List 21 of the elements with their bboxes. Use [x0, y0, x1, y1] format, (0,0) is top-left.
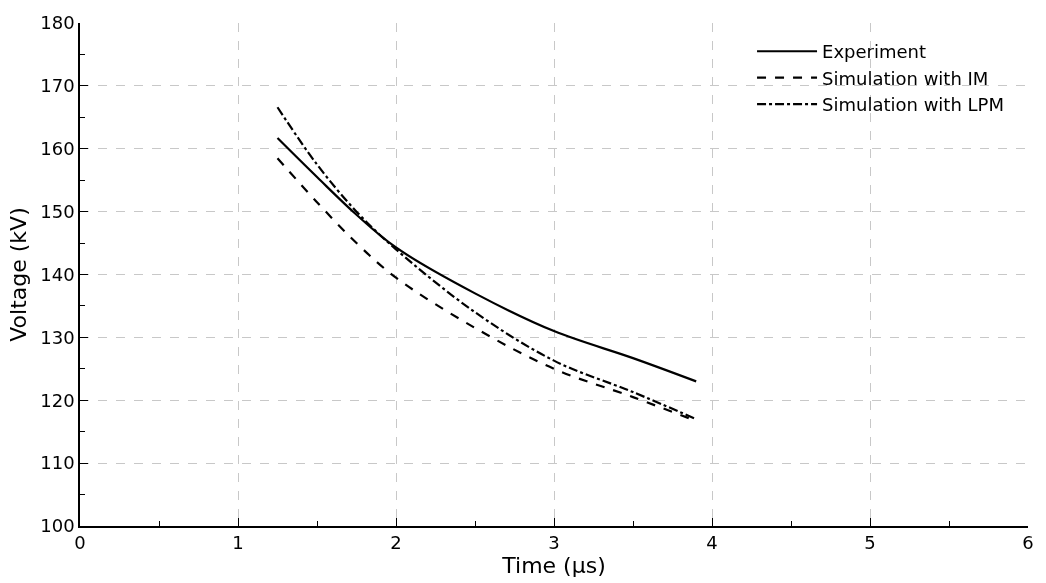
legend-label: Experiment	[822, 41, 927, 63]
y-tick-label: 130	[40, 326, 75, 348]
y-axis-title: Voltage (kV)	[5, 207, 31, 342]
y-tick-label: 110	[40, 452, 75, 474]
x-tick-label: 2	[390, 532, 402, 554]
x-tick-label: 5	[864, 532, 876, 554]
x-tick-label: 1	[232, 532, 244, 554]
y-tick-label: 160	[40, 138, 75, 160]
y-tick-label: 120	[40, 389, 75, 411]
legend-label: Simulation with LPM	[822, 94, 1004, 116]
y-tick-label: 170	[40, 75, 75, 97]
y-tick-label: 100	[40, 515, 75, 537]
legend-label: Simulation with IM	[822, 67, 989, 89]
x-tick-label: 0	[74, 532, 86, 554]
x-tick-label: 3	[548, 532, 560, 554]
y-tick-label: 150	[40, 200, 75, 222]
y-tick-label: 140	[40, 263, 75, 285]
x-tick-label: 6	[1022, 532, 1034, 554]
y-tick-label: 180	[40, 12, 75, 34]
x-axis-title: Time (µs)	[501, 553, 606, 579]
x-tick-label: 4	[706, 532, 718, 554]
